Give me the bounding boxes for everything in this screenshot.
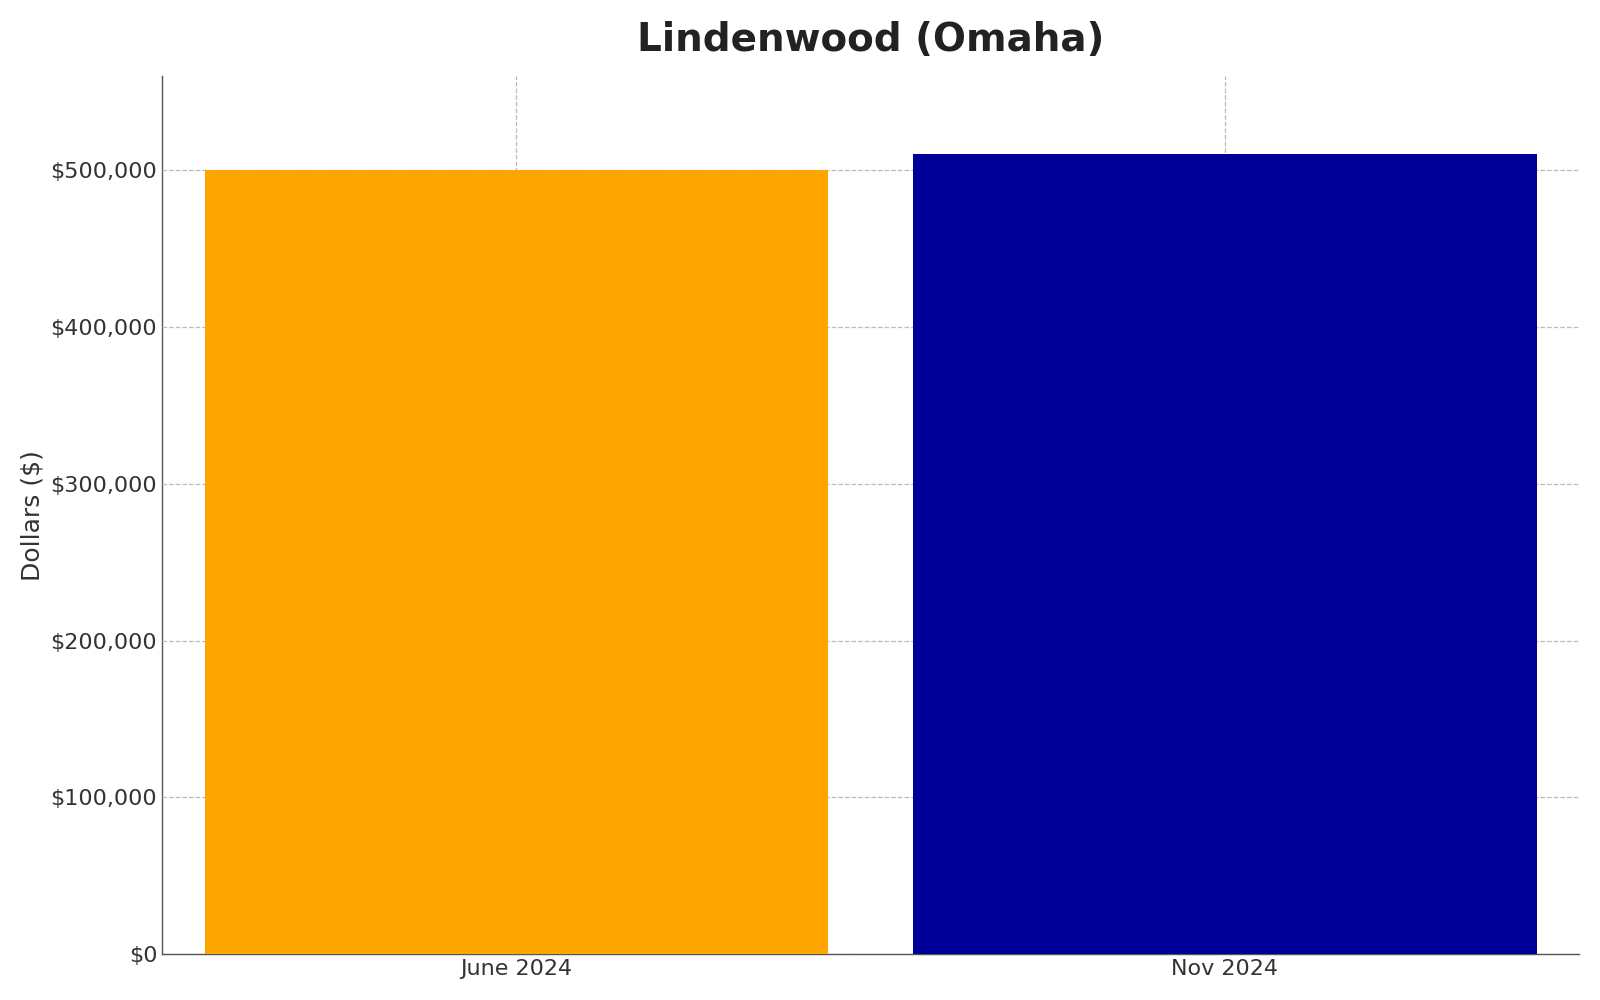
Bar (914, 154, 1536, 954)
Title: Lindenwood (Omaha): Lindenwood (Omaha) (637, 21, 1104, 59)
Bar (205, 170, 829, 954)
Y-axis label: Dollars ($): Dollars ($) (21, 450, 45, 581)
